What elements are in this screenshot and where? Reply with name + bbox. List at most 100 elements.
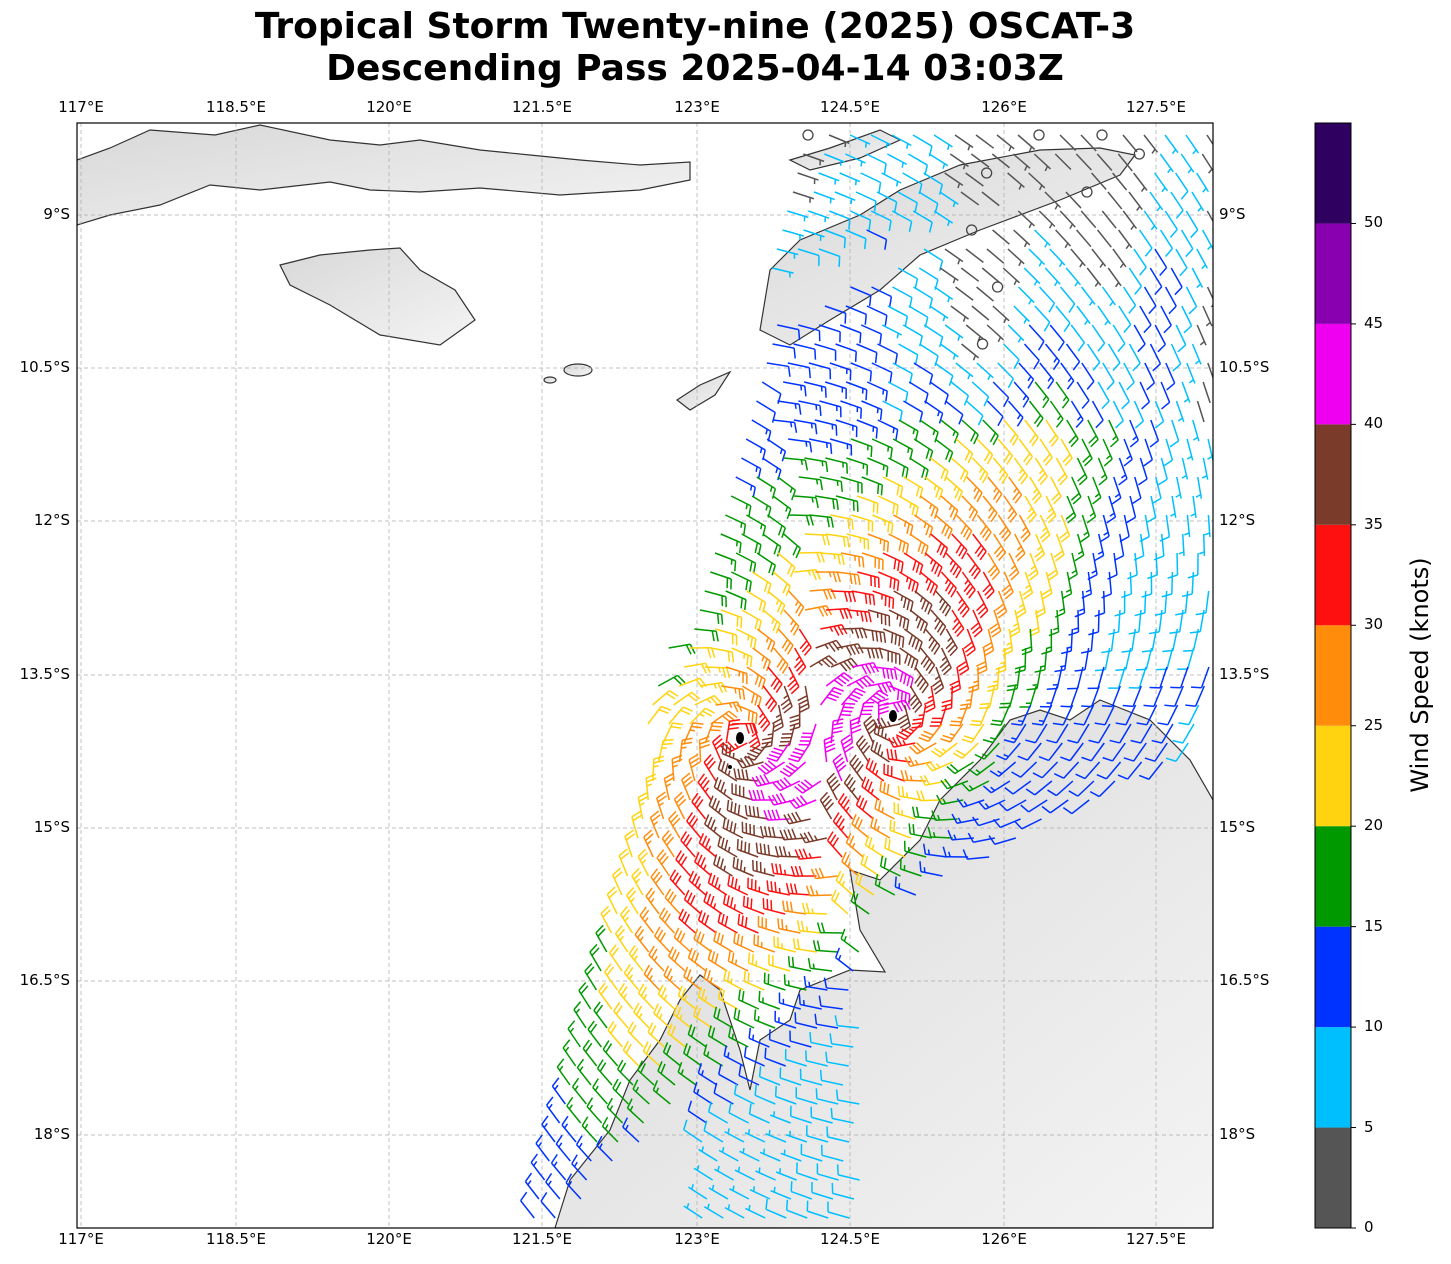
wind-barb — [730, 495, 752, 517]
wind-barb — [1157, 704, 1179, 726]
wind-barb — [1191, 666, 1210, 689]
wind-barb — [1076, 229, 1092, 248]
wind-barb — [876, 191, 898, 213]
wind-barb — [794, 779, 822, 794]
wind-barb — [551, 1077, 566, 1105]
wind-barb — [970, 609, 983, 638]
wind-barb — [877, 343, 898, 365]
wind-barb — [912, 134, 933, 157]
wind-barb — [1080, 628, 1095, 654]
wind-barb — [1002, 267, 1020, 286]
wind-barb — [1070, 324, 1085, 352]
wind-barb — [919, 419, 939, 443]
wind-barb — [576, 1058, 592, 1086]
lat-tick-label-left: 16.5°S — [19, 971, 70, 989]
wind-barb — [668, 643, 696, 655]
wind-barb — [673, 927, 692, 953]
wind-barb — [592, 1078, 608, 1105]
wind-barb — [1146, 495, 1157, 524]
wind-barb — [1102, 362, 1115, 391]
wind-barb — [777, 628, 794, 655]
wind-barb — [1180, 153, 1195, 174]
wind-barb — [792, 191, 815, 203]
wind-barb — [963, 628, 976, 657]
wind-barb — [1059, 210, 1076, 230]
title-line-2: Descending Pass 2025-04-14 03:03Z — [326, 48, 1064, 89]
wind-barb — [727, 950, 749, 972]
wind-barb — [914, 666, 929, 694]
wind-barb — [846, 457, 869, 476]
lat-tick-label-left: 13.5°S — [19, 665, 70, 683]
wind-barb — [1178, 704, 1200, 726]
wind-barb — [587, 1020, 602, 1048]
wind-barb — [919, 495, 939, 519]
wind-barb — [680, 831, 696, 858]
wind-barb — [837, 792, 854, 820]
wind-barb — [1065, 495, 1077, 524]
wind-barb — [1131, 476, 1142, 505]
wind-barb — [663, 772, 675, 801]
wind-barb — [835, 343, 857, 362]
lat-tick-label-left: 12°S — [33, 511, 70, 529]
wind-barb — [639, 906, 655, 934]
wind-barb — [986, 248, 1005, 264]
wind-barb — [810, 1106, 833, 1124]
wind-barb — [810, 867, 838, 880]
wind-barb — [1201, 153, 1213, 174]
wind-barb — [733, 768, 758, 782]
wind-barb — [877, 495, 899, 516]
wind-barb — [1133, 324, 1146, 353]
wind-barb — [613, 1002, 629, 1029]
wind-barb — [748, 723, 761, 752]
wind-barb — [1091, 400, 1104, 429]
wind-barb — [763, 972, 786, 991]
wind-barb — [903, 552, 924, 576]
wind-barb — [862, 628, 887, 643]
wind-barb — [798, 324, 821, 342]
wind-barb — [667, 1023, 686, 1048]
wind-barb — [688, 870, 707, 896]
wind-barb — [1112, 324, 1126, 352]
wind-barb — [1109, 723, 1132, 744]
wind-barb — [813, 191, 835, 204]
wind-barb — [787, 362, 811, 379]
wind-barb — [995, 590, 1008, 619]
wind-barb — [857, 647, 884, 659]
wind-barb — [850, 362, 873, 382]
wind-barb — [648, 945, 665, 972]
wind-barb — [818, 995, 843, 1010]
wind-barb — [865, 757, 885, 782]
wind-barb — [1126, 495, 1137, 524]
wind-barb — [1094, 533, 1105, 562]
wind-barb — [1164, 210, 1178, 238]
wind-barb — [771, 863, 796, 877]
wind-barb — [965, 400, 984, 426]
wind-barb — [1185, 286, 1198, 315]
wind-barb — [796, 1162, 818, 1181]
wind-barb — [1023, 343, 1040, 370]
wind-barb — [1175, 172, 1189, 200]
wind-barb — [982, 571, 995, 600]
wind-barb — [808, 438, 833, 454]
wind-barb — [637, 791, 649, 820]
wind-barb — [1185, 685, 1205, 707]
wind-barb — [769, 1111, 791, 1124]
wind-barb — [981, 267, 1000, 283]
colorbar-tick-label: 45 — [1364, 313, 1384, 332]
wind-barb — [1011, 761, 1038, 778]
wind-barb — [764, 1047, 786, 1067]
wind-barb — [668, 946, 686, 972]
wind-barb — [550, 1153, 567, 1181]
wind-barb — [589, 943, 602, 972]
lat-tick-label-right: 18°S — [1219, 1125, 1256, 1143]
wind-barb — [897, 267, 919, 290]
wind-barb — [632, 1079, 650, 1105]
wind-barb — [718, 1063, 739, 1086]
wind-barb — [1170, 495, 1177, 518]
wind-barb — [976, 514, 992, 542]
colorbar-bin — [1315, 826, 1351, 927]
wind-barb — [759, 1148, 781, 1162]
wind-barb — [867, 457, 889, 478]
wind-barb — [826, 831, 843, 858]
wind-barb — [789, 1105, 812, 1124]
